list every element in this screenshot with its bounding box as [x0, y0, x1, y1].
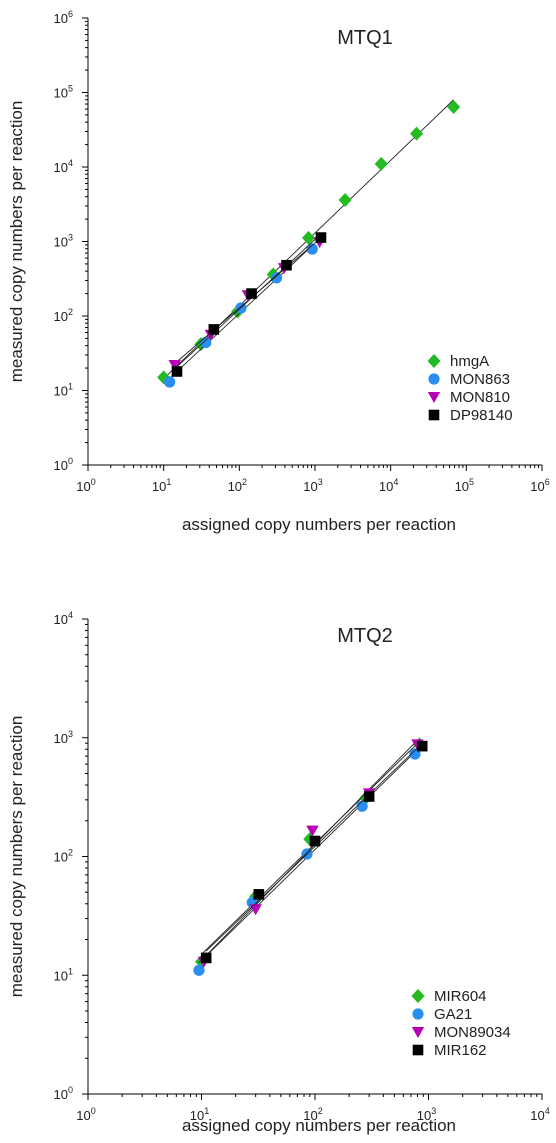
data-point: [208, 324, 220, 335]
data-point: [416, 740, 428, 752]
series-DP98140: [171, 232, 327, 377]
y-tick-label: 104: [54, 158, 73, 175]
x-tick-label: 104: [379, 477, 398, 494]
y-tick-label: 101: [54, 966, 73, 983]
x-tick-label: 100: [76, 477, 95, 494]
series-MON863: [164, 243, 318, 388]
y-tick-label: 104: [54, 610, 73, 627]
legend-item: DP98140: [428, 407, 513, 424]
x-tick-label: 104: [530, 1106, 549, 1123]
data-point: [410, 126, 424, 141]
legend-label: MON89034: [434, 1024, 511, 1041]
data-point: [168, 359, 181, 371]
trend-line: [176, 233, 322, 368]
legend-marker: [428, 409, 440, 421]
trend-line: [174, 238, 320, 364]
x-axis-title: assigned copy numbers per reaction: [182, 1116, 456, 1135]
y-tick-label: 102: [54, 307, 73, 324]
x-tick-label: 102: [228, 477, 247, 494]
x-tick-label: 101: [152, 477, 171, 494]
legend-marker: [411, 989, 425, 1003]
data-point: [164, 376, 176, 388]
y-tick-label: 103: [54, 729, 73, 746]
y-tick-label: 100: [54, 1085, 73, 1102]
data-point: [301, 230, 315, 245]
legend-marker: [411, 1027, 425, 1038]
data-point: [338, 193, 352, 208]
legend-label: MON863: [450, 371, 510, 388]
data-point: [246, 288, 257, 299]
legend-item: hmgA: [427, 353, 489, 370]
legend-item: MON863: [428, 371, 510, 388]
y-tick-label: 105: [54, 84, 73, 101]
x-tick-label: 100: [76, 1106, 95, 1123]
legend-label: MIR604: [434, 988, 487, 1005]
data-point: [356, 800, 368, 812]
legend-marker: [427, 392, 441, 403]
x-tick-label: 105: [455, 477, 474, 494]
legend-item: MIR604: [411, 988, 487, 1005]
data-point: [253, 889, 265, 900]
legend-marker: [412, 1044, 424, 1056]
data-point: [447, 99, 461, 114]
y-tick-label: 106: [54, 9, 73, 26]
y-axis-title: measured copy numbers per reaction: [7, 716, 26, 998]
data-point: [306, 243, 318, 255]
legend-marker: [412, 1008, 424, 1020]
trend-line: [205, 743, 423, 952]
legend-item: MON89034: [411, 1024, 511, 1041]
data-point: [363, 791, 375, 802]
y-tick-label: 101: [54, 382, 73, 399]
trend-line: [201, 741, 420, 955]
data-point: [306, 825, 319, 837]
legend-item: MON810: [427, 389, 510, 406]
data-point: [270, 272, 283, 284]
legend-item: MIR162: [412, 1042, 487, 1059]
data-point: [374, 156, 388, 171]
x-axis-title: assigned copy numbers per reaction: [182, 515, 456, 534]
x-tick-label: 102: [303, 1106, 322, 1123]
trend-line: [203, 739, 418, 959]
x-tick-label: 103: [417, 1106, 436, 1123]
series-GA21: [193, 748, 421, 976]
series-MIR162: [200, 740, 428, 964]
y-tick-label: 102: [54, 848, 73, 865]
y-tick-label: 100: [54, 456, 73, 473]
legend-marker: [428, 373, 440, 385]
legend-label: GA21: [434, 1006, 472, 1023]
legend-marker: [427, 354, 441, 368]
legend-label: DP98140: [450, 407, 513, 424]
legend-label: MON810: [450, 389, 510, 406]
y-axis-title: measured copy numbers per reaction: [7, 101, 26, 383]
x-tick-label: 106: [530, 477, 549, 494]
legend-label: MIR162: [434, 1042, 487, 1059]
x-tick-label: 101: [190, 1106, 209, 1123]
data-point: [315, 232, 327, 243]
legend-item: GA21: [412, 1006, 472, 1023]
chart-title: MTQ1: [337, 27, 393, 49]
data-point: [193, 964, 205, 976]
chart-title: MTQ2: [337, 625, 393, 647]
data-point: [309, 835, 321, 847]
legend-label: hmgA: [450, 353, 489, 370]
data-point: [200, 952, 212, 964]
x-tick-label: 103: [303, 477, 322, 494]
data-point: [281, 259, 292, 271]
data-point: [171, 366, 183, 377]
y-tick-label: 103: [54, 233, 73, 250]
